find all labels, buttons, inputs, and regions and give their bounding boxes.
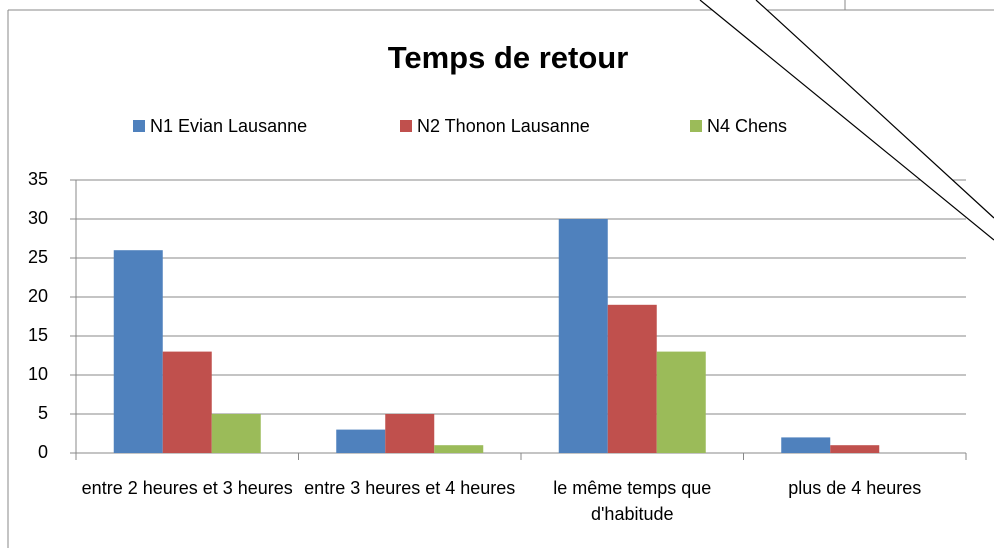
legend-label: N4 Chens bbox=[707, 116, 787, 136]
overlay-line bbox=[755, 0, 994, 219]
y-tick-label: 30 bbox=[28, 208, 48, 228]
overlay-line bbox=[699, 0, 994, 241]
legend-swatch bbox=[400, 120, 412, 132]
chart-title: Temps de retour bbox=[388, 40, 629, 75]
x-tick-label: entre 2 heures et 3 heures bbox=[81, 478, 293, 498]
bar bbox=[656, 351, 706, 453]
bar bbox=[336, 429, 386, 453]
y-tick-label: 20 bbox=[28, 286, 48, 306]
bar bbox=[558, 219, 608, 453]
bar bbox=[162, 351, 212, 453]
bar bbox=[385, 414, 435, 453]
y-tick-label: 35 bbox=[28, 169, 48, 189]
bar bbox=[830, 445, 880, 453]
y-tick-label: 0 bbox=[38, 442, 48, 462]
x-tick-label: plus de 4 heures bbox=[788, 478, 922, 498]
bar bbox=[781, 437, 831, 453]
y-tick-label: 10 bbox=[28, 364, 48, 384]
legend-swatch bbox=[133, 120, 145, 132]
legend-swatch bbox=[690, 120, 702, 132]
legend-label: N2 Thonon Lausanne bbox=[417, 116, 590, 136]
bar bbox=[211, 414, 261, 453]
y-tick-label: 5 bbox=[38, 403, 48, 423]
x-tick-label: entre 3 heures et 4 heures bbox=[304, 478, 516, 498]
bar bbox=[607, 304, 657, 453]
y-tick-label: 25 bbox=[28, 247, 48, 267]
bar bbox=[113, 250, 163, 453]
legend-label: N1 Evian Lausanne bbox=[150, 116, 307, 136]
y-tick-label: 15 bbox=[28, 325, 48, 345]
bar bbox=[434, 445, 484, 453]
x-tick-label: le même temps que d'habitude bbox=[553, 478, 712, 524]
